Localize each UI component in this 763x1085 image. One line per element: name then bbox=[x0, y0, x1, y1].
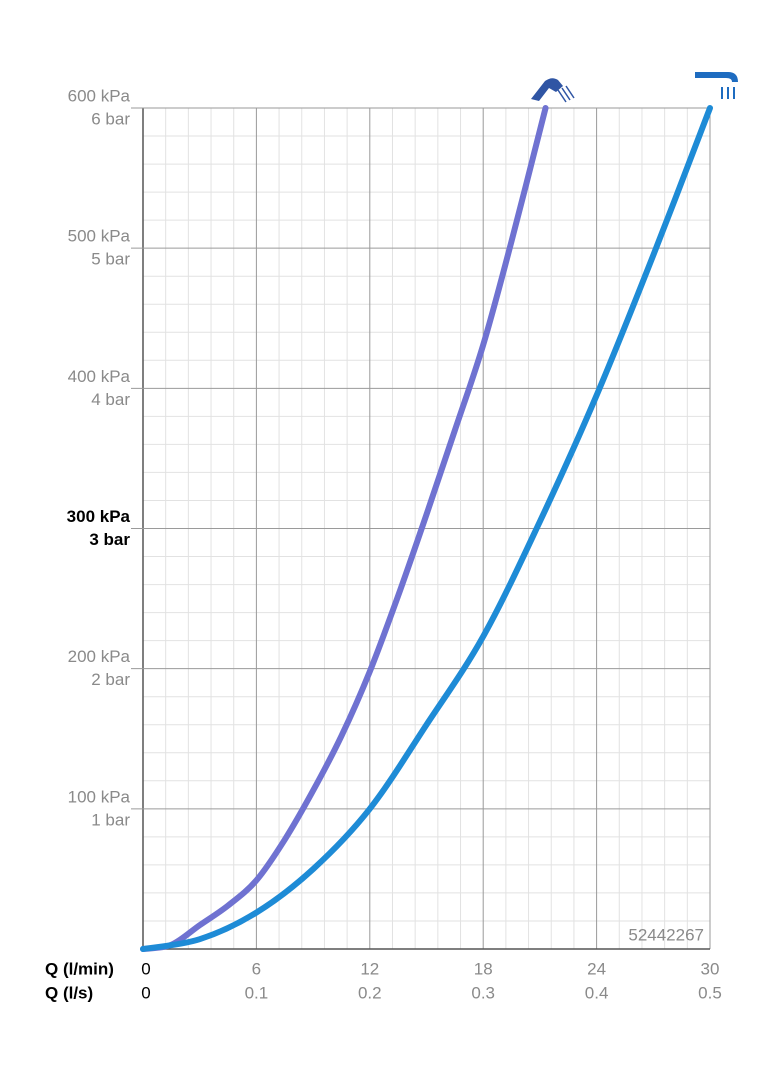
x2-tick-label: 0.2 bbox=[358, 983, 382, 1002]
x2-axis-title: Q (l/s) bbox=[45, 983, 93, 1002]
annotation: 52442267 bbox=[628, 925, 704, 944]
y-tick-label: 300 kPa bbox=[67, 507, 131, 526]
x-tick-label: 24 bbox=[587, 959, 606, 978]
x-tick-label: 18 bbox=[474, 959, 493, 978]
y-tick-label: 500 kPa bbox=[68, 227, 131, 246]
y2-tick-label: 2 bar bbox=[91, 670, 130, 689]
y-tick-label: 200 kPa bbox=[68, 647, 131, 666]
x-axis-title: Q (l/min) bbox=[45, 959, 114, 978]
x2-tick-label: 0 bbox=[141, 983, 150, 1002]
x2-tick-label: 0.3 bbox=[471, 983, 495, 1002]
x2-tick-label: 0.5 bbox=[698, 983, 722, 1002]
x-tick-label: 0 bbox=[141, 959, 150, 978]
overhead-shower-icon bbox=[695, 72, 738, 99]
flow-curve bbox=[140, 105, 549, 952]
y-tick-label: 600 kPa bbox=[68, 86, 131, 105]
x2-tick-label: 0.1 bbox=[245, 983, 269, 1002]
y-tick-label: 100 kPa bbox=[68, 787, 131, 806]
y2-tick-label: 4 bar bbox=[91, 390, 130, 409]
x2-tick-label: 0.4 bbox=[585, 983, 609, 1002]
y-tick-label: 400 kPa bbox=[68, 367, 131, 386]
hand-shower-icon bbox=[531, 78, 575, 103]
y2-tick-label: 6 bar bbox=[91, 109, 130, 128]
x-tick-label: 6 bbox=[252, 959, 261, 978]
y2-tick-label: 1 bar bbox=[91, 810, 130, 829]
x-tick-label: 30 bbox=[701, 959, 720, 978]
y2-tick-label: 3 bar bbox=[89, 530, 130, 549]
x-tick-label: 12 bbox=[360, 959, 379, 978]
flow-curve bbox=[140, 105, 713, 952]
y2-tick-label: 5 bar bbox=[91, 250, 130, 269]
plot: 0 6 12 18 24 30 0 0.1 0.2 0.3 0.4 0.5 100 kPa 200 kPa… bbox=[67, 86, 722, 1002]
